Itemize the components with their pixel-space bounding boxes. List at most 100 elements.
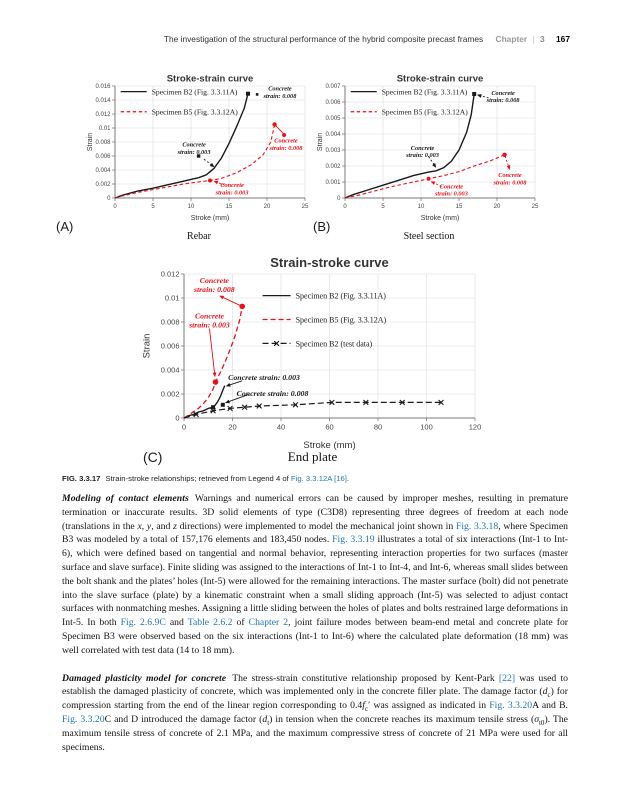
svg-text:0.006: 0.006: [325, 100, 341, 106]
svg-text:0.006: 0.006: [161, 342, 180, 351]
svg-text:Concrete: Concrete: [182, 142, 206, 149]
svg-text:0.002: 0.002: [325, 164, 341, 170]
svg-text:strain: 0.003: strain: 0.003: [434, 191, 468, 198]
svg-text:0.01: 0.01: [165, 294, 180, 303]
panel-caption-steel-section: Steel section: [403, 231, 455, 242]
text-segment: c: [364, 705, 369, 714]
italic-symbol: y: [146, 520, 152, 532]
citation-link[interactable]: [22]: [498, 672, 516, 684]
svg-text:strain: 0.008: strain: 0.008: [269, 145, 304, 152]
svg-text:Concrete: Concrete: [200, 276, 230, 285]
svg-text:Specimen B2 (Fig. 3.3.11A): Specimen B2 (Fig. 3.3.11A): [296, 291, 387, 300]
italic-symbol: d: [262, 713, 268, 725]
svg-text:strain: 0.008: strain: 0.008: [486, 97, 521, 104]
page-number: 167: [556, 34, 570, 44]
svg-text:0.003: 0.003: [325, 148, 341, 154]
svg-text:0: 0: [337, 196, 341, 202]
svg-text:0.01: 0.01: [99, 126, 111, 132]
svg-text:80: 80: [374, 423, 382, 432]
text-segment: A and B.: [532, 700, 568, 712]
citation-link[interactable]: Chapter 2: [248, 617, 289, 629]
citation-link[interactable]: Fig. 3.3.18: [455, 520, 499, 532]
svg-text:0.014: 0.014: [95, 98, 111, 104]
svg-text:strain: 0.003: strain: 0.003: [405, 152, 439, 159]
svg-text:strain: 0.008: strain: 0.008: [492, 179, 527, 186]
svg-text:0.004: 0.004: [95, 168, 111, 174]
svg-text:0.002: 0.002: [95, 182, 111, 188]
figure-caption: FIG. 3.3.17 Strain-stroke relationships; …: [62, 474, 568, 483]
text-segment: , where Specimen B3 was modeled by a tot…: [62, 520, 568, 546]
svg-text:Concrete: Concrete: [274, 138, 298, 145]
svg-text:15: 15: [456, 204, 463, 210]
svg-text:Specimen B2 (test data): Specimen B2 (test data): [296, 339, 373, 348]
text-segment: ) in tension when the concrete reaches i…: [269, 713, 535, 725]
svg-text:Strain: Strain: [87, 133, 94, 151]
svg-text:Concrete strain: 0.008: Concrete strain: 0.008: [237, 389, 309, 398]
svg-text:Stroke (mm): Stroke (mm): [191, 215, 230, 222]
svg-text:0: 0: [113, 204, 117, 210]
citation-link[interactable]: Fig. 3.3.20: [62, 713, 105, 725]
svg-text:15: 15: [226, 204, 233, 210]
text-segment: and: [165, 617, 188, 629]
citation-link[interactable]: Table 2.6.2: [187, 617, 233, 629]
text-segment: directions) were implemented to model th…: [176, 520, 456, 532]
svg-text:0: 0: [107, 196, 111, 202]
paragraph: Damaged plasticity model for concrete The…: [62, 672, 568, 755]
text-segment: t0: [538, 718, 545, 727]
svg-text:Strain: Strain: [142, 334, 153, 359]
svg-text:Concrete: Concrete: [220, 182, 244, 189]
svg-text:Specimen B5 (Fig. 3.3.12A): Specimen B5 (Fig. 3.3.12A): [296, 315, 387, 324]
svg-text:0: 0: [343, 204, 347, 210]
chart-stroke-strain-rebar: 0 5 10 15 20 25 0 0.002 0.004 0.006 0.008 0.01 0.012…: [85, 72, 313, 229]
svg-text:Specimen B5 (Fig. 3.3.12A): Specimen B5 (Fig. 3.3.12A): [152, 107, 239, 116]
panel-label-c: (C): [143, 449, 163, 465]
chart-stroke-strain-steel: 0 5 10 15 20 25 0 0.001 0.002 0.003 0.004 0.005 0.00…: [315, 72, 543, 229]
running-header: The investigation of the structural perf…: [58, 34, 570, 44]
italic-symbol: f: [362, 700, 365, 712]
svg-text:Stroke-strain curve: Stroke-strain curve: [167, 74, 254, 85]
figure-caption-tag: FIG. 3.3.17: [62, 474, 101, 483]
svg-text:0.012: 0.012: [161, 270, 180, 279]
svg-text:20: 20: [228, 423, 236, 432]
svg-text:5: 5: [151, 204, 155, 210]
running-title: The investigation of the structural perf…: [163, 34, 484, 44]
svg-text:0: 0: [175, 414, 179, 423]
text-segment: was used to establish the damaged plasti…: [62, 672, 569, 698]
citation-link[interactable]: Fig. 2.6.9C: [120, 617, 166, 629]
figure-caption-link[interactable]: Fig. 3.3.12A: [290, 474, 332, 483]
svg-text:0: 0: [182, 423, 186, 432]
citation-link[interactable]: Fig. 3.3.20: [489, 700, 533, 712]
paragraph: Modeling of contact elements Warnings and…: [62, 492, 568, 658]
svg-text:Stroke-strain curve: Stroke-strain curve: [397, 74, 484, 85]
svg-text:strain: 0.008: strain: 0.008: [193, 285, 235, 294]
svg-text:strain: 0.003: strain: 0.003: [188, 320, 230, 329]
svg-text:Strain-stroke curve: Strain-stroke curve: [270, 255, 389, 270]
figure-caption-end: .: [346, 474, 350, 483]
svg-text:Concrete: Concrete: [268, 86, 292, 93]
svg-text:0.007: 0.007: [325, 84, 341, 90]
svg-text:5: 5: [381, 204, 385, 210]
chapter-label: Chapter: [495, 34, 528, 44]
text-segment: ). The maximum tensile stress of concret…: [62, 713, 568, 753]
svg-text:0.004: 0.004: [161, 366, 180, 375]
text-segment: ,: [141, 520, 147, 532]
text-segment: illustrates a total of six interactions …: [62, 534, 568, 629]
text-segment: ) for compression starting from the end …: [62, 686, 568, 712]
body-text: Modeling of contact elements Warnings and…: [62, 492, 568, 768]
svg-text:Concrete strain: 0.003: Concrete strain: 0.003: [228, 373, 300, 382]
text-segment: t: [267, 718, 270, 727]
svg-text:25: 25: [302, 204, 309, 210]
svg-text:20: 20: [264, 204, 271, 210]
svg-text:20: 20: [494, 204, 501, 210]
svg-text:strain: 0.008: strain: 0.008: [262, 93, 297, 100]
text-segment: , joint failure modes between beam-end m…: [62, 617, 569, 656]
panel-label-a: (A): [56, 219, 74, 234]
svg-text:120: 120: [469, 423, 482, 432]
figure-caption-ref[interactable]: [16]: [331, 474, 347, 483]
svg-text:0.004: 0.004: [325, 132, 341, 138]
svg-text:10: 10: [418, 204, 425, 210]
citation-link[interactable]: Fig. 3.3.19: [332, 534, 375, 546]
svg-text:Concrete: Concrete: [491, 90, 515, 97]
svg-text:0.016: 0.016: [95, 84, 111, 90]
svg-text:0.008: 0.008: [95, 140, 111, 146]
